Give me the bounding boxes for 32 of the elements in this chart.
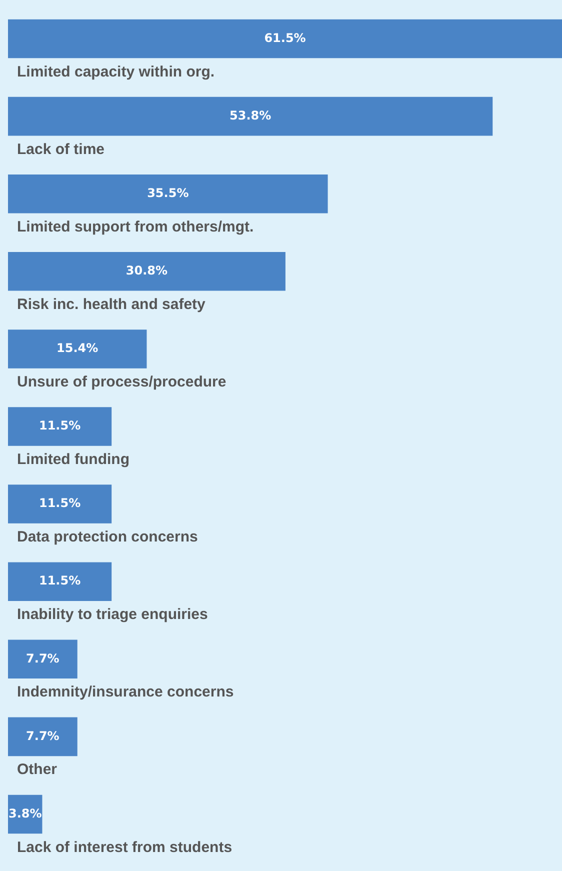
y-tick-label: Limited capacity within org. bbox=[17, 63, 215, 80]
bar bbox=[8, 174, 328, 214]
y-tick-label: Indemnity/insurance concerns bbox=[17, 684, 234, 701]
data-label: 53.8% bbox=[230, 108, 272, 122]
data-label: 30.8% bbox=[126, 264, 168, 278]
y-tick-label: Data protection concerns bbox=[17, 528, 198, 546]
data-label: 35.5% bbox=[147, 186, 189, 200]
bar bbox=[8, 252, 286, 291]
data-label: 7.7% bbox=[26, 651, 60, 666]
data-label: 7.7% bbox=[26, 728, 60, 743]
bar bbox=[8, 640, 78, 679]
y-tick-label: Limited funding bbox=[17, 451, 130, 468]
data-label: 11.5% bbox=[38, 496, 81, 510]
y-tick-label: Lack of interest from students bbox=[17, 838, 232, 856]
y-tick-label: Inability to triage enquiries bbox=[17, 606, 208, 624]
y-tick-label: Limited support from others/mgt. bbox=[17, 218, 254, 236]
bar bbox=[8, 484, 112, 524]
y-tick-label: Lack of time bbox=[17, 140, 105, 158]
bar bbox=[8, 19, 562, 58]
data-label: 15.4% bbox=[56, 341, 98, 356]
data-label: 11.5% bbox=[38, 418, 81, 433]
y-tick-label: Other bbox=[17, 761, 58, 778]
y-tick-label: Unsure of process/procedure bbox=[17, 373, 226, 390]
y-tick-label: Risk inc. health and safety bbox=[17, 296, 206, 313]
data-label: 61.5% bbox=[264, 30, 306, 45]
bar bbox=[8, 407, 112, 446]
bar bbox=[8, 562, 112, 601]
data-label: 11.5% bbox=[38, 574, 81, 588]
bar bbox=[8, 96, 493, 136]
bar bbox=[8, 717, 78, 756]
data-label: 3.8% bbox=[8, 806, 42, 820]
bar bbox=[8, 330, 147, 368]
